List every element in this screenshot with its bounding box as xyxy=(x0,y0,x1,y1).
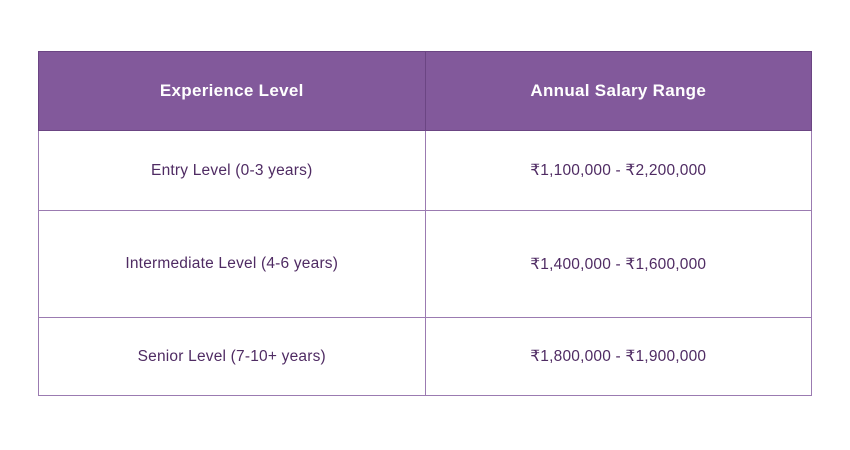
salary-range-cell: ₹1,800,000 - ₹1,900,000 xyxy=(424,317,812,396)
table-body: Entry Level (0-3 years) ₹1,100,000 - ₹2,… xyxy=(38,130,812,396)
salary-range-cell: ₹1,400,000 - ₹1,600,000 xyxy=(424,210,812,318)
salary-table-container: Experience Level Annual Salary Range Ent… xyxy=(38,51,812,396)
table-row-intermediate-level: Intermediate Level (4-6 years) ₹1,400,00… xyxy=(38,210,812,318)
salary-table: Experience Level Annual Salary Range Ent… xyxy=(38,51,812,396)
table-header: Experience Level Annual Salary Range xyxy=(38,51,812,131)
experience-level-cell: Entry Level (0-3 years) xyxy=(38,130,426,211)
experience-level-cell: Senior Level (7-10+ years) xyxy=(38,317,426,396)
column-header-experience-level: Experience Level xyxy=(38,51,426,131)
table-row-senior-level: Senior Level (7-10+ years) ₹1,800,000 - … xyxy=(38,317,812,396)
column-header-annual-salary-range: Annual Salary Range xyxy=(424,51,812,131)
experience-level-cell: Intermediate Level (4-6 years) xyxy=(38,210,426,318)
table-row-entry-level: Entry Level (0-3 years) ₹1,100,000 - ₹2,… xyxy=(38,130,812,211)
salary-range-cell: ₹1,100,000 - ₹2,200,000 xyxy=(424,130,812,211)
header-row: Experience Level Annual Salary Range xyxy=(38,51,812,131)
